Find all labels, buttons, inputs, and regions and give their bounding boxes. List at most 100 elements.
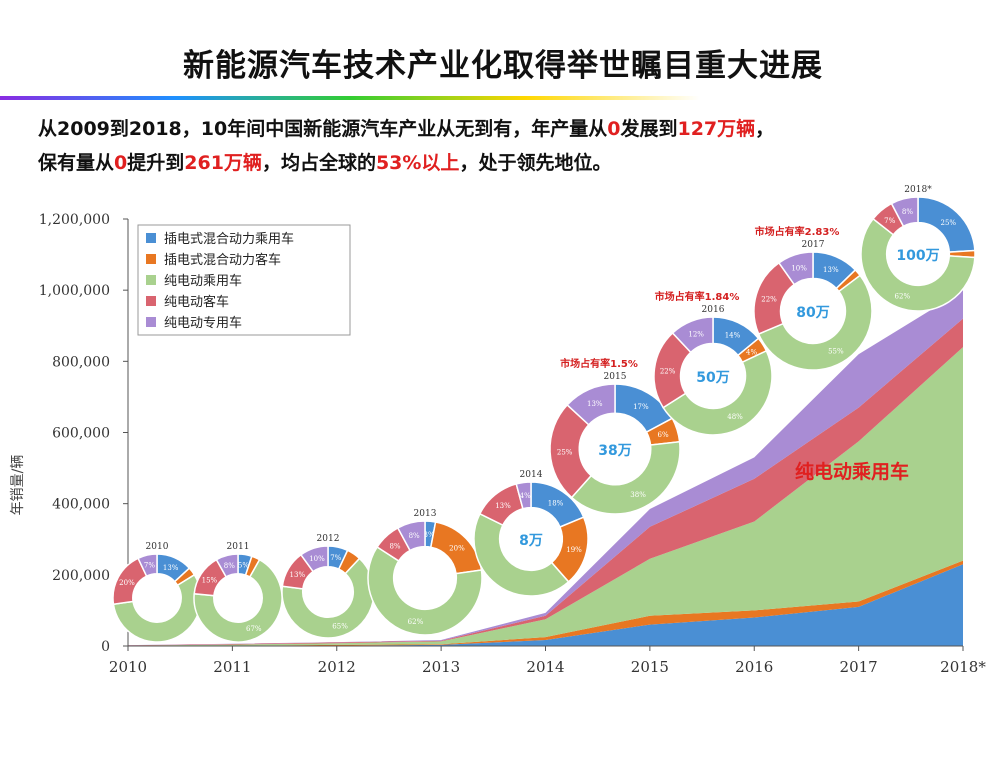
x-tick-label: 2013 <box>422 658 460 676</box>
summary-text: 提升到 <box>127 152 185 174</box>
donut-slice-label: 22% <box>761 295 777 303</box>
y-tick-label: 600,000 <box>52 426 110 442</box>
legend-label: 纯电动客车 <box>164 294 229 310</box>
donut-slice-label: 8% <box>389 543 400 551</box>
donut-slice-label: 62% <box>895 292 911 300</box>
donut-hole <box>133 574 181 622</box>
donut-slice <box>890 196 919 228</box>
highlight-text: 261万辆 <box>184 152 262 174</box>
donut-slice-label: 65% <box>332 623 348 631</box>
donut-2011: 5% 67% 15% 8% 2011 <box>193 542 283 643</box>
summary-text: 从2009到2018，10年间中国新能源汽车产业从无到有，年产量从 <box>38 118 608 140</box>
y-tick-label: 800,000 <box>52 354 110 370</box>
summary-text: ，均占全球的 <box>261 152 376 174</box>
y-tick-label: 1,200,000 <box>39 212 110 228</box>
donut-slice-label: 5% <box>238 561 249 569</box>
donut-2016: 14% 4% 48% 22% 12% 2016 50万 市场占有率1.84% <box>653 290 773 436</box>
donut-year-label: 2018* <box>904 185 932 195</box>
donut-slice <box>299 545 329 573</box>
donut-slice <box>473 512 570 597</box>
donut-2015: 17% 6% 38% 25% 13% 2015 38万 市场占有率1.5% <box>549 357 681 515</box>
donut-2014: 18% 19% 13% 4% 2014 8万 <box>473 470 589 597</box>
donut-2018*: 25% 62% 7% 8% 2018* 100万 <box>860 185 976 312</box>
donut-slice-label: 4% <box>520 492 531 500</box>
donut-slice-label: 13% <box>290 571 306 579</box>
donut-slice-label: 8% <box>409 532 420 540</box>
donut-slice-label: 13% <box>823 266 839 274</box>
legend-label: 插电式混合动力客车 <box>164 252 281 268</box>
donut-hole <box>887 223 949 285</box>
legend-box <box>137 224 351 336</box>
donut-slice-label: 14% <box>725 332 741 340</box>
donut-slice-label: 19% <box>566 546 582 554</box>
donut-slice-label: 6% <box>658 431 669 439</box>
market-share-label: 市场占有率1.84% <box>655 290 740 303</box>
donut-slice-label: 20% <box>119 579 135 587</box>
donut-slice <box>193 558 283 643</box>
donut-slice-label: 7% <box>884 217 895 225</box>
donut-slice-label: 8% <box>224 562 235 570</box>
donut-center-label: 8万 <box>519 533 543 549</box>
donut-slice-label: 13% <box>163 564 179 572</box>
legend-swatch <box>146 317 156 327</box>
summary-text: 发展到 <box>620 118 678 140</box>
donut-charts: 13%20%7%20105%67%15%8%20117%65%13%10%201… <box>112 185 976 643</box>
donut-slice-label: 3% <box>424 531 435 539</box>
donut-year-label: 2010 <box>146 542 169 552</box>
donut-slice-label: 10% <box>791 264 807 272</box>
donut-slice <box>671 316 714 354</box>
donut-slice <box>281 557 375 639</box>
donut-slice-label: 7% <box>330 554 341 562</box>
donut-slice-label: 62% <box>408 618 424 626</box>
donut-2017: 13% 55% 22% 10% 2017 80万 市场占有率2.83% <box>753 225 873 371</box>
donut-slice-label: 7% <box>144 562 155 570</box>
donut-year-label: 2011 <box>227 542 250 552</box>
donut-slice-label: 13% <box>495 502 511 510</box>
donut-center-label: 50万 <box>696 370 729 386</box>
donut-hole <box>579 413 651 485</box>
legend-label: 插电式混合动力乘用车 <box>164 231 294 247</box>
y-tick-label: 1,000,000 <box>39 283 110 299</box>
donut-year-label: 2012 <box>317 534 340 544</box>
y-axis-label: 年销量/辆 <box>10 455 26 516</box>
donut-year-label: 2016 <box>702 305 725 315</box>
legend-swatch <box>146 233 156 243</box>
donut-slice <box>137 553 158 578</box>
donut-hole <box>781 279 845 343</box>
donut-slice <box>112 573 202 643</box>
slide-title: 新能源汽车技术产业化取得举世瞩目重大进展 <box>183 48 823 84</box>
donut-slice <box>215 553 239 578</box>
x-tick-label: 2018* <box>940 658 986 676</box>
donut-center-label: 80万 <box>796 305 829 321</box>
highlight-text: 0 <box>607 118 621 140</box>
donut-slice <box>566 383 616 426</box>
donut-slice-label: 67% <box>246 625 262 633</box>
donut-hole <box>681 344 745 408</box>
donut-slice-label: 20% <box>449 545 465 553</box>
axes: 0 200,000 400,000 600,000 800,000 1,000,000 1,… <box>10 212 986 676</box>
donut-slice-label: 25% <box>557 448 573 456</box>
donut-slice-label: 10% <box>309 555 325 563</box>
y-tick-label: 0 <box>101 639 110 655</box>
donut-slice-label: 8% <box>902 208 913 216</box>
donut-slice <box>662 349 773 436</box>
donut-slice-label: 55% <box>828 348 844 356</box>
area-插电式混合动力乘用车 <box>128 564 963 646</box>
donut-center-label: 100万 <box>896 248 939 264</box>
highlight-text: 127万辆 <box>677 118 756 140</box>
donut-slice-label: 48% <box>727 413 743 421</box>
donut-2010: 13% 20% 7% 2010 <box>112 542 202 643</box>
market-share-label: 市场占有率1.5% <box>560 357 638 370</box>
donut-slice <box>515 481 532 510</box>
summary-text: ， <box>755 118 775 140</box>
donut-slice <box>860 217 976 312</box>
area-纯电动乘用车 <box>128 347 963 646</box>
area-纯电动客车 <box>128 318 963 646</box>
x-tick-label: 2015 <box>631 658 669 676</box>
x-tick-label: 2012 <box>318 658 356 676</box>
stacked-areas: 纯电动乘用车 <box>128 290 963 646</box>
legend-swatch <box>146 296 156 306</box>
donut-slice <box>367 545 483 636</box>
ev-sales-chart: 纯电动乘用车 0 200,000 400,000 600,000 800,000 1,00… <box>10 185 986 676</box>
